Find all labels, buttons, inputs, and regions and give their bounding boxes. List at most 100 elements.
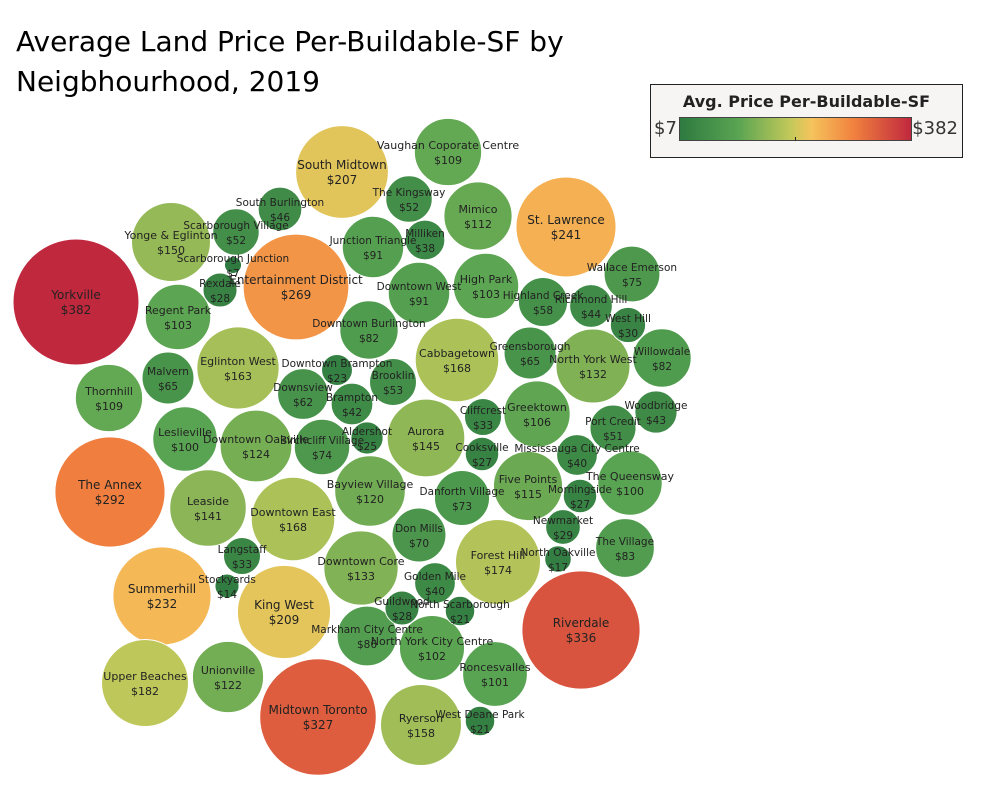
bubble-markham-city-centre[interactable] (336, 605, 398, 667)
bubble-vaughan-coporate-centre[interactable] (413, 117, 483, 187)
bubble-cliffcrest[interactable] (463, 397, 503, 437)
bubble-value-the-kingsway: $52 (399, 202, 419, 214)
bubble-label-danforth-village: Danforth Village (420, 486, 505, 498)
bubble-entertainment-district[interactable] (242, 233, 350, 341)
bubble-birchcliff-village[interactable] (293, 418, 351, 476)
bubble-roncesvalles[interactable] (462, 641, 528, 707)
bubble-value-ryerson: $158 (407, 727, 435, 740)
bubble-value-vaughan-coporate-centre: $109 (434, 154, 462, 167)
bubble-port-credit[interactable] (589, 404, 637, 452)
bubble-downtown-east[interactable] (250, 476, 336, 562)
bubble-mississauga-city-centre[interactable] (556, 434, 598, 476)
bubble-greensborough[interactable] (503, 326, 557, 380)
bubble-value-guildwood: $28 (392, 611, 412, 623)
bubble-value-downsview: $62 (293, 397, 313, 409)
bubble-milliken[interactable] (404, 219, 446, 261)
bubble-downtown-burlington[interactable] (339, 300, 399, 360)
bubble-downtown-core[interactable] (323, 530, 399, 606)
bubble-label-birchcliff-village: Birchcliff Village (280, 435, 364, 447)
bubble-the-queensway[interactable] (597, 450, 663, 516)
bubble-brampton[interactable] (330, 382, 374, 426)
bubble-brooklin[interactable] (369, 358, 417, 406)
bubble-label-wallace-emerson: Wallace Emerson (587, 262, 677, 274)
bubble-unionville[interactable] (191, 640, 265, 714)
bubble-midtown-toronto[interactable] (259, 658, 377, 776)
bubble-the-village[interactable] (595, 518, 655, 578)
bubble-downsview[interactable] (277, 368, 329, 420)
bubble-west-deane-park[interactable] (464, 705, 496, 737)
bubble-greektown[interactable] (503, 380, 571, 448)
bubble-junction-triangle[interactable] (341, 215, 405, 279)
bubble-downtown-brampton[interactable] (321, 354, 353, 386)
bubble-riverdale[interactable] (521, 570, 641, 690)
bubble-value-the-annex: $292 (95, 493, 126, 507)
bubble-bayview-village[interactable] (334, 455, 406, 527)
bubble-regent-park[interactable] (144, 283, 212, 351)
bubble-aurora[interactable] (386, 398, 466, 478)
bubble-value-rexdale: $28 (210, 293, 230, 305)
bubble-thornhill[interactable] (74, 363, 144, 433)
bubble-stockyards[interactable] (214, 573, 240, 599)
bubble-west-hill[interactable] (609, 306, 647, 344)
bubble-downtown-oakville[interactable] (219, 409, 293, 483)
bubble-woodbridge[interactable] (634, 390, 678, 434)
bubble-golden-mile[interactable] (414, 562, 456, 604)
bubble-aldershot[interactable] (350, 421, 384, 455)
bubble-leslieville[interactable] (152, 406, 218, 472)
bubble-five-points[interactable] (492, 450, 564, 522)
bubble-north-oakville[interactable] (544, 545, 572, 573)
bubble-north-scarborough[interactable] (444, 595, 476, 627)
bubble-yonge-eglinton[interactable] (131, 202, 211, 282)
bubble-label-north-york-west: North York West (549, 353, 637, 366)
bubble-willowdale[interactable] (632, 328, 692, 388)
bubble-morningside[interactable] (562, 478, 598, 514)
bubble-upper-beaches[interactable] (101, 639, 189, 727)
bubble-label-greektown: Greektown (507, 401, 567, 414)
bubble-the-annex[interactable] (54, 436, 166, 548)
bubble-value-cabbagetown: $168 (443, 362, 471, 375)
bubble-wallace-emerson[interactable] (603, 245, 661, 303)
bubble-value-south-midtown: $207 (327, 173, 358, 187)
bubble-eglinton-west[interactable] (196, 326, 280, 410)
bubble-the-kingsway[interactable] (385, 175, 433, 223)
bubble-value-roncesvalles: $101 (481, 676, 509, 689)
bubble-value-mimico: $112 (464, 218, 492, 231)
bubble-st-lawrence[interactable] (515, 176, 617, 278)
bubble-label-upper-beaches: Upper Beaches (103, 670, 187, 683)
bubble-south-burlington[interactable] (257, 186, 303, 232)
bubble-value-brampton: $42 (342, 407, 362, 419)
bubble-highland-creek[interactable] (517, 276, 569, 328)
bubble-north-york-west[interactable] (555, 328, 631, 404)
bubble-downtown-west[interactable] (387, 261, 451, 325)
bubble-value-greektown: $106 (523, 416, 551, 429)
bubble-value-the-queensway: $100 (616, 485, 644, 498)
bubble-label-richmond-hill: Richmond Hill (555, 294, 628, 306)
bubble-label-forest-hill: Forest Hill (471, 549, 526, 562)
bubble-value-langstaff: $33 (232, 559, 252, 571)
bubble-label-milliken: Milliken (405, 228, 445, 240)
bubble-label-thornhill: Thornhill (84, 385, 133, 398)
bubble-langstaff[interactable] (222, 536, 262, 576)
bubble-forest-hill[interactable] (454, 518, 542, 606)
bubble-cooksville[interactable] (464, 436, 500, 472)
bubble-malvern[interactable] (141, 351, 195, 405)
bubble-scarborough-village[interactable] (212, 208, 260, 256)
bubble-high-park[interactable] (452, 252, 520, 320)
bubble-guildwood[interactable] (384, 590, 420, 626)
bubble-mimico[interactable] (443, 181, 513, 251)
bubble-scarborough-junction[interactable] (223, 255, 243, 275)
bubble-richmond-hill[interactable] (569, 284, 613, 328)
bubble-don-mills[interactable] (391, 507, 447, 563)
bubble-summerhill[interactable] (112, 546, 212, 646)
bubble-newmarket[interactable] (545, 509, 581, 545)
bubble-ryerson[interactable] (379, 683, 463, 767)
bubble-leaside[interactable] (169, 469, 247, 547)
bubble-yorkville[interactable] (12, 238, 140, 366)
bubble-king-west[interactable] (236, 564, 332, 660)
bubble-cabbagetown[interactable] (414, 317, 500, 403)
bubble-north-york-city-centre[interactable] (398, 614, 466, 682)
bubble-rexdale[interactable] (202, 272, 238, 308)
bubble-south-midtown[interactable] (295, 125, 389, 219)
bubble-danforth-village[interactable] (433, 469, 491, 527)
bubble-label-regent-park: Regent Park (145, 304, 212, 317)
